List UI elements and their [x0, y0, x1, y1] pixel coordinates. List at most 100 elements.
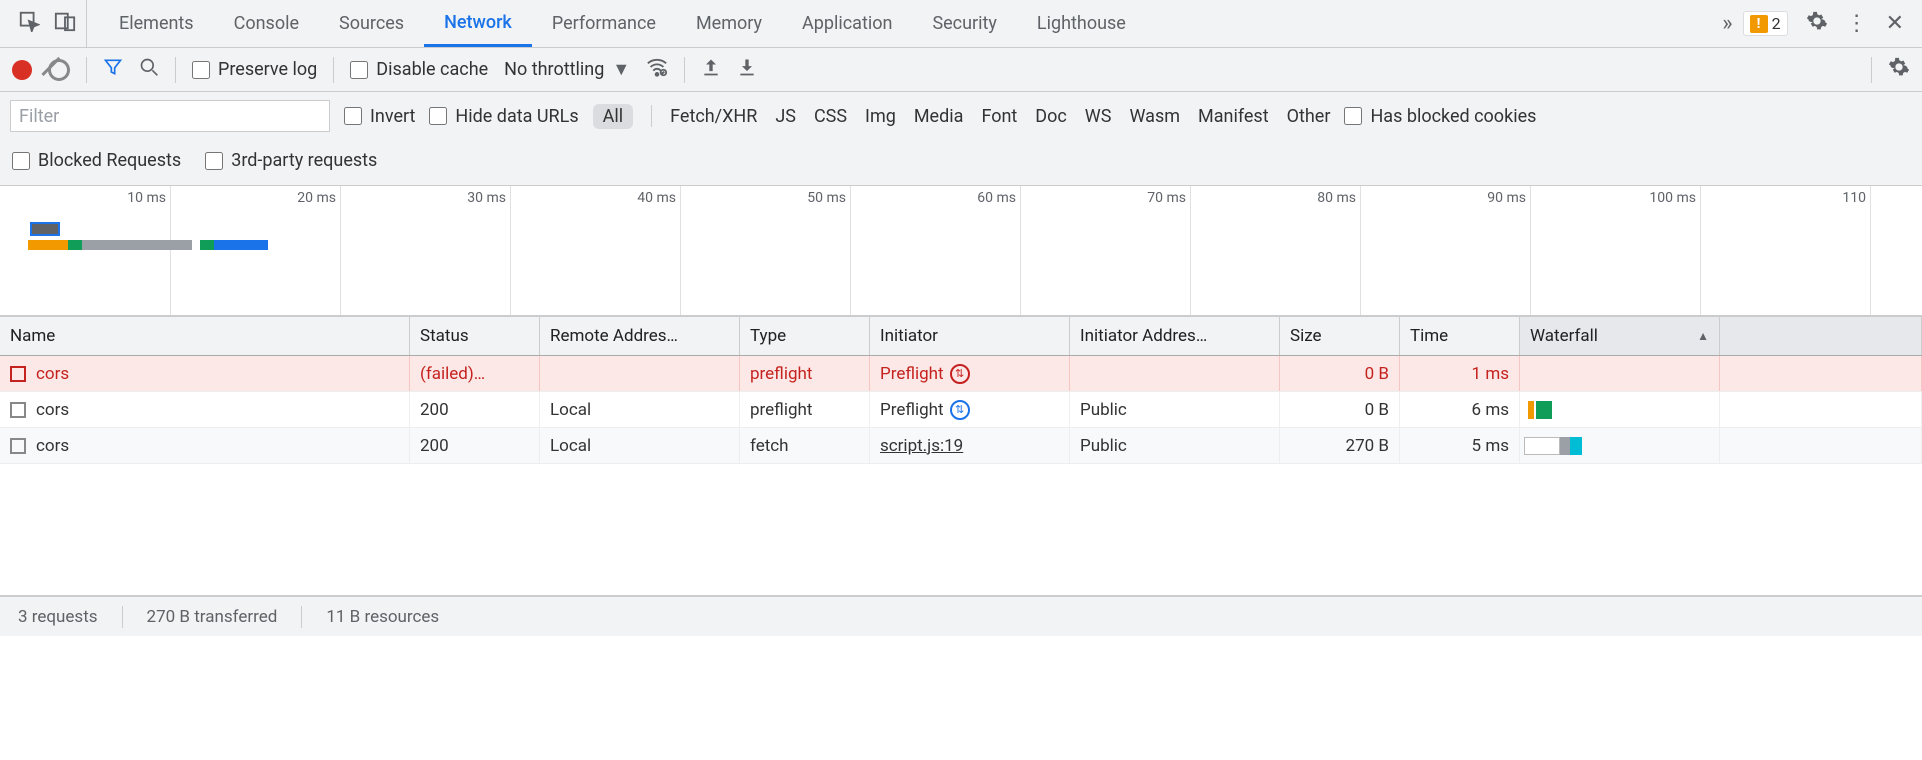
devtools-tabbar: ElementsConsoleSourcesNetworkPerformance… — [0, 0, 1922, 48]
tab-sources[interactable]: Sources — [319, 0, 424, 47]
hide-data-urls-checkbox[interactable]: Hide data URLs — [429, 106, 578, 127]
col-time[interactable]: Time — [1400, 317, 1520, 355]
tab-memory[interactable]: Memory — [676, 0, 782, 47]
col-size[interactable]: Size — [1280, 317, 1400, 355]
close-devtools-icon[interactable]: ✕ — [1886, 11, 1904, 36]
filter-cat-css[interactable]: CSS — [814, 106, 847, 127]
filter-toggle-icon[interactable] — [103, 57, 123, 82]
tabbar-right-icons: ! 2 ⋮ ✕ — [1733, 10, 1914, 38]
filter-cat-media[interactable]: Media — [914, 106, 964, 127]
has-blocked-cookies-checkbox[interactable]: Has blocked cookies — [1344, 106, 1536, 127]
record-button[interactable] — [12, 60, 32, 80]
search-icon[interactable] — [139, 57, 159, 82]
disable-cache-label: Disable cache — [376, 59, 488, 80]
hide-data-urls-input[interactable] — [429, 107, 447, 125]
tab-lighthouse[interactable]: Lighthouse — [1017, 0, 1146, 47]
blocked-requests-checkbox[interactable]: Blocked Requests — [12, 150, 181, 171]
table-row[interactable]: cors(failed)…preflightPreflight⇅0 B1 ms — [0, 356, 1922, 392]
tick-label: 40 ms — [637, 190, 680, 206]
preserve-log-input[interactable] — [192, 61, 210, 79]
disable-cache-input[interactable] — [350, 61, 368, 79]
cell-name-text: cors — [36, 400, 69, 420]
initiator-text: Preflight — [880, 364, 944, 384]
file-icon — [10, 438, 26, 454]
has-blocked-cookies-input[interactable] — [1344, 107, 1362, 125]
third-party-input[interactable] — [205, 152, 223, 170]
filter-cat-all[interactable]: All — [593, 104, 634, 129]
filter-cat-font[interactable]: Font — [981, 106, 1017, 127]
filter-cat-js[interactable]: JS — [775, 106, 796, 127]
blocked-requests-input[interactable] — [12, 152, 30, 170]
tab-elements[interactable]: Elements — [99, 0, 214, 47]
tab-security[interactable]: Security — [912, 0, 1016, 47]
col-initiator[interactable]: Initiator — [870, 317, 1070, 355]
initiator-text: script.js:19 — [880, 436, 963, 456]
filter-cat-manifest[interactable]: Manifest — [1198, 106, 1269, 127]
more-tabs-icon[interactable]: » — [1722, 11, 1732, 36]
third-party-checkbox[interactable]: 3rd-party requests — [205, 150, 377, 171]
tick-label: 100 ms — [1649, 190, 1700, 206]
tab-performance[interactable]: Performance — [532, 0, 676, 47]
settings-gear-icon[interactable] — [1806, 10, 1828, 38]
cell-initiator[interactable]: Preflight⇅ — [870, 392, 1070, 427]
timeline-selection[interactable] — [30, 222, 60, 236]
cell-status: 200 — [410, 428, 540, 463]
cell-remote: Local — [540, 428, 740, 463]
warning-icon: ! — [1750, 15, 1768, 33]
cell-waterfall-extra — [1720, 392, 1922, 427]
tab-application[interactable]: Application — [782, 0, 912, 47]
filter-categories: All Fetch/XHR JS CSS Img Media Font Doc WS Wasm Ma… — [593, 104, 1331, 129]
cell-initiator[interactable]: Preflight⇅ — [870, 356, 1070, 391]
tab-network[interactable]: Network — [424, 0, 532, 47]
hide-data-urls-label: Hide data URLs — [455, 106, 578, 127]
table-row[interactable]: cors200LocalpreflightPreflight⇅Public0 B… — [0, 392, 1922, 428]
cell-remote: Local — [540, 392, 740, 427]
cell-waterfall — [1520, 392, 1720, 427]
filter-cat-ws[interactable]: WS — [1085, 106, 1112, 127]
filter-cat-wasm[interactable]: Wasm — [1129, 106, 1180, 127]
network-conditions-icon[interactable] — [646, 56, 668, 83]
timeline-segment — [214, 240, 268, 250]
network-settings-icon[interactable] — [1888, 56, 1910, 84]
download-har-icon[interactable] — [737, 57, 757, 82]
filter-cat-img[interactable]: Img — [865, 106, 896, 127]
invert-checkbox[interactable]: Invert — [344, 106, 415, 127]
file-icon — [10, 366, 26, 382]
clear-button[interactable] — [48, 59, 70, 81]
status-resources: 11 B resources — [326, 607, 439, 627]
disable-cache-checkbox[interactable]: Disable cache — [350, 59, 488, 80]
sort-triangle-icon: ▲ — [1697, 329, 1709, 343]
preserve-log-checkbox[interactable]: Preserve log — [192, 59, 317, 80]
cell-type: preflight — [740, 356, 870, 391]
filter-cat-fetch-xhr[interactable]: Fetch/XHR — [670, 106, 757, 127]
col-waterfall[interactable]: Waterfall ▲ — [1520, 317, 1720, 355]
filter-cat-doc[interactable]: Doc — [1035, 106, 1067, 127]
cell-time: 5 ms — [1400, 428, 1520, 463]
initiator-text: Preflight — [880, 400, 944, 420]
tick — [850, 186, 851, 315]
table-row[interactable]: cors200Localfetchscript.js:19Public270 B… — [0, 428, 1922, 464]
device-toggle-icon[interactable] — [54, 10, 76, 38]
file-icon — [10, 402, 26, 418]
cell-waterfall — [1520, 356, 1720, 391]
timeline-segment — [200, 240, 214, 250]
overview-timeline[interactable]: 10 ms20 ms30 ms40 ms50 ms60 ms70 ms80 ms… — [0, 186, 1922, 316]
tab-console[interactable]: Console — [214, 0, 319, 47]
col-name[interactable]: Name — [0, 317, 410, 355]
cell-size: 0 B — [1280, 356, 1400, 391]
throttling-select[interactable]: No throttling ▼ — [504, 59, 630, 80]
divider — [651, 105, 652, 127]
upload-har-icon[interactable] — [701, 57, 721, 82]
inspect-icon[interactable] — [18, 10, 40, 38]
col-remote[interactable]: Remote Addres… — [540, 317, 740, 355]
col-status[interactable]: Status — [410, 317, 540, 355]
col-initiator-addr[interactable]: Initiator Addres… — [1070, 317, 1280, 355]
filter-cat-other[interactable]: Other — [1287, 106, 1331, 127]
col-type[interactable]: Type — [740, 317, 870, 355]
filter-input[interactable]: Filter — [10, 100, 330, 132]
kebab-menu-icon[interactable]: ⋮ — [1846, 11, 1868, 36]
issues-count: 2 — [1772, 14, 1781, 33]
issues-badge[interactable]: ! 2 — [1743, 11, 1788, 36]
invert-input[interactable] — [344, 107, 362, 125]
cell-initiator[interactable]: script.js:19 — [870, 428, 1070, 463]
